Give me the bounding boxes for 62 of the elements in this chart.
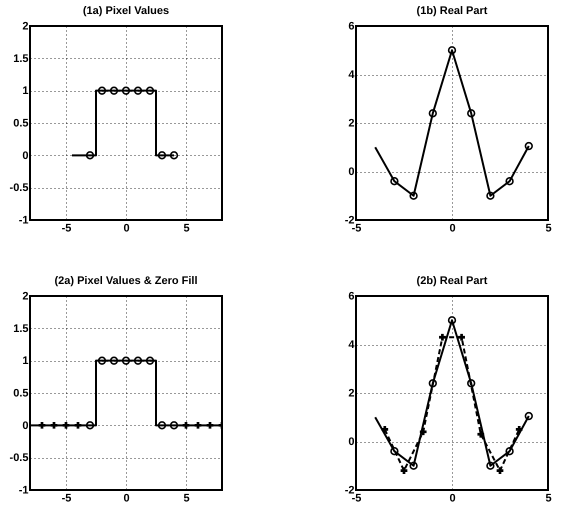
chart-title: (2b) Real Part	[416, 275, 488, 287]
y-tick-label: 0.5	[13, 388, 28, 400]
point	[458, 334, 465, 341]
y-tick-label: 0	[348, 166, 354, 178]
y-tick-label: -1	[18, 214, 28, 226]
chart-title: (2a) Pixel Values & Zero Fill	[54, 275, 198, 287]
y-tick-label: 0.5	[13, 118, 28, 130]
point	[409, 192, 418, 200]
point	[428, 379, 437, 388]
point	[467, 379, 476, 388]
y-tick-label: 4	[348, 339, 356, 351]
y-tick-label: 1	[22, 355, 28, 368]
x-tick-label: 0	[123, 222, 130, 234]
point	[477, 430, 484, 438]
y-tick-label: 0	[22, 420, 28, 432]
y-tick-label: 2	[348, 118, 354, 130]
point	[390, 177, 399, 186]
y-tick-label: 6	[348, 20, 354, 32]
chart-title: (1b) Real Part	[416, 5, 488, 17]
x-tick-label: -5	[352, 492, 362, 504]
point	[390, 447, 399, 456]
point	[381, 426, 388, 433]
point	[448, 316, 456, 324]
point	[516, 426, 523, 433]
x-tick-label: -5	[62, 492, 72, 504]
y-tick-label: 2	[348, 388, 354, 400]
point	[420, 428, 427, 436]
x-tick-label: -5	[352, 222, 362, 234]
point	[496, 467, 504, 474]
point	[467, 109, 476, 118]
y-tick-label: 0	[22, 150, 28, 162]
chart-title: (1a) Pixel Values	[82, 5, 170, 17]
y-tick-label: 2	[22, 290, 28, 302]
y-tick-label: 1.5	[13, 52, 28, 65]
x-tick-label: -5	[62, 222, 72, 234]
point	[409, 462, 418, 470]
point	[505, 447, 514, 456]
point	[400, 467, 408, 474]
y-tick-label: -1	[18, 484, 28, 496]
y-tick-label: -0.5	[10, 452, 28, 464]
point	[448, 46, 456, 54]
y-tick-label: -0.5	[10, 182, 28, 194]
x-tick-label: 5	[545, 492, 552, 504]
y-tick-label: -2	[344, 484, 354, 496]
y-tick-label: 0	[348, 436, 354, 448]
x-tick-label: 5	[183, 222, 190, 234]
x-tick-label: 5	[545, 222, 552, 234]
y-tick-label: 6	[348, 290, 354, 302]
y-tick-label: 2	[22, 20, 28, 32]
x-tick-label: 5	[183, 492, 190, 504]
y-tick-label: 1	[22, 85, 28, 98]
y-tick-label: 4	[348, 69, 356, 81]
point	[486, 462, 495, 470]
point	[428, 109, 437, 118]
point	[505, 177, 514, 186]
point	[486, 192, 495, 200]
point	[439, 334, 446, 341]
x-tick-label: 0	[449, 222, 456, 234]
x-tick-label: 0	[123, 492, 130, 504]
y-tick-label: -2	[344, 214, 354, 226]
y-tick-label: 1.5	[13, 322, 28, 335]
x-tick-label: 0	[449, 492, 456, 504]
